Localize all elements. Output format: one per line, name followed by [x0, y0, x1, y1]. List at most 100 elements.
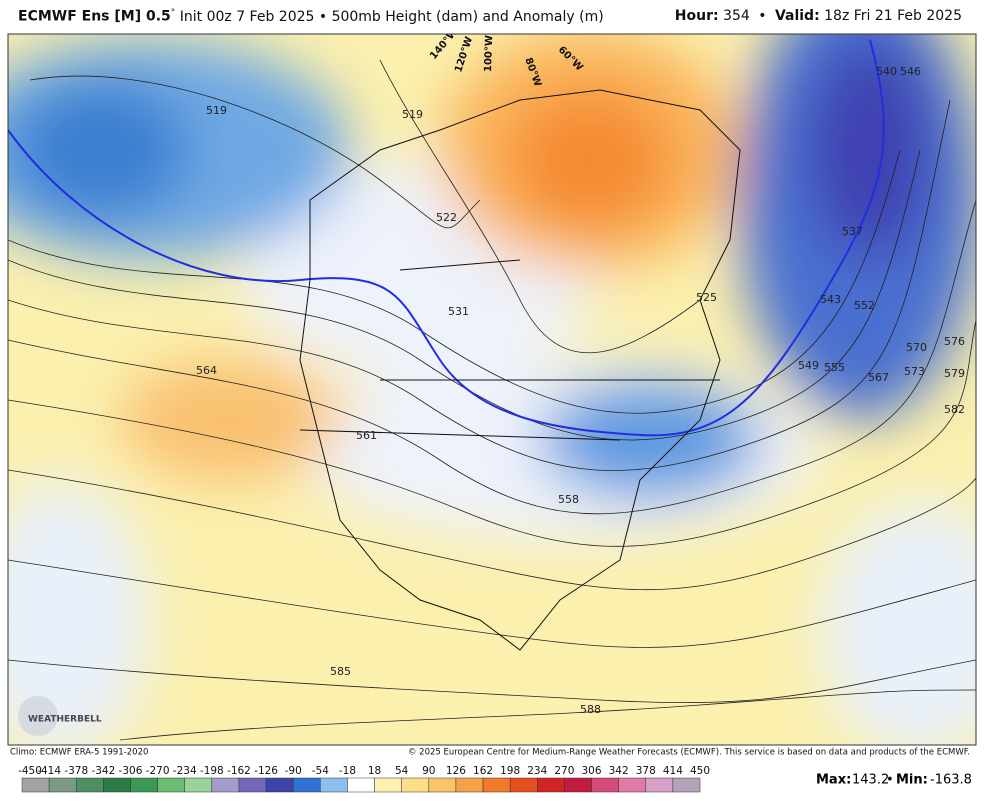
separator: •	[758, 8, 767, 24]
colorbar-swatch	[455, 777, 484, 793]
longitude-label: 80°W	[522, 56, 543, 88]
colorbar-tick-label: -306	[119, 765, 143, 777]
colorbar-swatch	[401, 777, 430, 793]
contour-label: 576	[944, 335, 965, 348]
valid: 18z Fri 21 Feb 2025	[824, 8, 962, 24]
contour-label: 585	[330, 665, 351, 678]
contour-label: 564	[196, 364, 217, 377]
colorbar-tick-label: -90	[285, 765, 302, 777]
colorbar-swatch	[103, 777, 131, 793]
colorbar-tick-label: -54	[312, 765, 329, 777]
contour-label: 579	[944, 367, 965, 380]
colorbar-tick-label: -342	[91, 765, 115, 777]
colorbar-swatch	[320, 777, 348, 793]
colorbar-swatch	[347, 777, 375, 793]
contour-label: 558	[558, 493, 579, 506]
separator: •	[886, 773, 894, 788]
colorbar-tick-label: 234	[527, 765, 547, 777]
contour-label: 552	[854, 299, 875, 312]
valid-info: Hour: 354 • Valid: 18z Fri 21 Feb 2025	[675, 8, 966, 24]
colorbar-swatch	[482, 777, 511, 793]
colorbar-swatch	[537, 777, 565, 793]
colorbar-tick-label: -270	[146, 765, 170, 777]
colorbar-swatch	[428, 777, 457, 793]
colorbar-swatch	[184, 777, 213, 793]
colorbar-tick-label: 270	[554, 765, 574, 777]
longitude-label: 100°W	[483, 35, 495, 72]
contour-label: 567	[868, 371, 889, 384]
longitude-label: 60°W	[556, 44, 585, 73]
colorbar-tick-label: 90	[422, 765, 435, 777]
min-label: Min:	[896, 773, 928, 788]
contour-label: 549	[798, 359, 819, 372]
longitude-label: 140°W	[428, 27, 460, 62]
hour: 354	[723, 8, 750, 24]
colorbar-tick-label: 450	[690, 765, 710, 777]
colorbar-tick-label: 162	[473, 765, 493, 777]
colorbar-swatch	[672, 777, 701, 793]
colorbar-tick-label: 54	[395, 765, 409, 777]
contour-label: 519	[206, 104, 227, 117]
colorbar-tick-label: 126	[446, 765, 466, 777]
map-border	[7, 33, 977, 746]
contour-label: 540	[876, 65, 897, 78]
colorbar-swatch	[157, 777, 185, 793]
max-value: 143.2	[852, 773, 889, 788]
contour-label: 525	[696, 291, 717, 304]
colorbar-tick-label: -414	[37, 765, 61, 777]
colorbar-tick-label: -450	[18, 765, 42, 777]
contour-label: 588	[580, 703, 601, 716]
hour-label: Hour:	[674, 8, 719, 24]
contour-label: 543	[820, 293, 841, 306]
colorbar-tick-label: 18	[368, 765, 381, 777]
colorbar-swatch	[21, 777, 50, 793]
colorbar-swatch	[645, 777, 674, 793]
valid-label: Valid:	[774, 8, 820, 24]
colorbar-tick-label: -378	[64, 765, 88, 777]
model: ECMWF Ens [M] 0.5	[18, 8, 171, 25]
colorbar-tick-label: -234	[173, 765, 197, 777]
colorbar-swatch	[509, 777, 538, 793]
colorbar-tick-label: -18	[339, 765, 356, 777]
map: 140°W 120°W 100°W 80°W 60°W 519 519 522 …	[8, 27, 976, 745]
colorbar-tick-label: 378	[636, 765, 656, 777]
climo-note: Climo: ECMWF ERA-5 1991-2020	[10, 748, 148, 758]
colorbar: -450-414 -378 -342 -306 -270 -234 -198 -162 -126…	[18, 765, 710, 793]
colorbar-tick-label: 342	[609, 765, 629, 777]
contour-label: 570	[906, 341, 927, 354]
colorbar-swatch	[211, 777, 240, 793]
logo-mark	[18, 696, 58, 736]
stats: Max: 143.2 • Min: -163.8	[816, 773, 972, 788]
colorbar-swatch	[130, 777, 158, 793]
contour-label: 573	[904, 365, 925, 378]
contour-label: 537	[842, 225, 863, 238]
contour-label: 522	[436, 211, 457, 224]
contour-label: 561	[356, 429, 377, 442]
colorbar-swatch	[564, 777, 592, 793]
colorbar-tick-label: -162	[227, 765, 251, 777]
contour-label: 546	[900, 65, 921, 78]
colorbar-swatch	[238, 777, 267, 793]
colorbar-swatch	[374, 777, 402, 793]
degree: °	[170, 8, 176, 18]
description: Init 00z 7 Feb 2025 • 500mb Height (dam)…	[179, 8, 604, 25]
max-label: Max:	[816, 773, 851, 788]
contour-label: 582	[944, 403, 965, 416]
colorbar-tick-label: 414	[663, 765, 683, 777]
colorbar-tick-label: -126	[254, 765, 278, 777]
colorbar-tick-label: -198	[200, 765, 224, 777]
colorbar-tick-label: 306	[581, 765, 601, 777]
title: ECMWF Ens [M] 0.5° Init 00z 7 Feb 2025 •…	[18, 8, 608, 25]
colorbar-swatch	[591, 777, 619, 793]
contour-label: 519	[402, 108, 423, 121]
contour-label: 531	[448, 305, 469, 318]
contour-label: 555	[824, 361, 845, 374]
colorbar-swatch	[75, 777, 104, 793]
longitude-label: 120°W	[453, 35, 475, 73]
copyright: © 2025 European Centre for Medium-Range …	[408, 748, 970, 758]
colorbar-swatch	[265, 777, 294, 793]
colorbar-swatch	[618, 777, 647, 793]
colorbar-swatch	[292, 777, 321, 793]
